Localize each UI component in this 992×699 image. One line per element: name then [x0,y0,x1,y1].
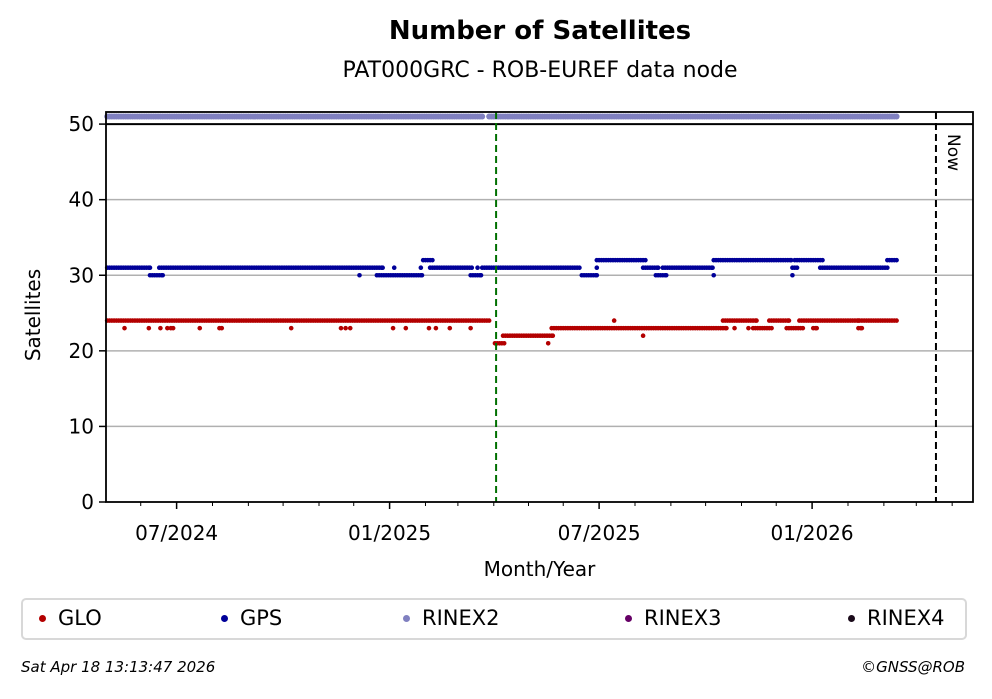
x-axis-label: Month/Year [484,557,597,581]
data-point-glo [550,333,556,339]
credit: ©GNSS@ROB [861,658,965,676]
data-point-gps [655,265,661,270]
data-point-gps [380,265,385,270]
x-tick-label: 07/2024 [135,521,218,545]
data-point-glo [611,318,617,323]
legend-item-rinex3: RINEX3 [625,606,722,630]
data-point-glo [347,325,353,331]
data-point-gps [469,265,475,270]
data-point-glo [800,325,806,331]
data-point-gps [894,257,899,263]
data-point-gps [794,265,800,270]
data-point-glo [146,325,152,331]
data-point-gps [711,272,717,278]
axes-frame [105,111,974,503]
y-tick-label: 0 [81,490,94,514]
data-point-glo [338,325,344,331]
x-tick-label: 01/2026 [771,521,854,545]
y-tick-label: 10 [69,414,94,438]
data-point-gps [478,272,484,278]
data-point-glo [390,325,396,331]
data-point-glo [165,325,170,331]
chart-title: Number of Satellites [388,16,692,46]
data-point-glo [170,325,176,331]
data-point-glo [786,318,792,323]
timestamp: Sat Apr 18 13:13:47 2026 [21,658,216,676]
y-tick-label: 30 [69,263,94,287]
data-point-rinex2 [893,113,900,120]
data-point-rinex2 [479,113,486,120]
x-tick-label: 01/2025 [348,521,431,545]
legend-label: GLO [58,606,102,630]
y-tick-label: 50 [69,112,94,136]
legend-marker [403,614,410,622]
legend-label: RINEX3 [644,606,722,630]
data-point-glo [403,325,409,331]
data-point-glo [447,325,453,331]
data-point-glo [545,340,551,346]
data-point-glo [426,325,432,331]
data-point-glo [732,325,737,331]
data-point-glo [769,325,774,331]
legend-item-rinex4: RINEX4 [848,606,945,630]
data-point-glo [640,333,646,339]
data-point-gps [577,265,582,270]
data-point-glo [814,325,820,331]
data-point-glo [894,318,899,323]
legend: GLO GPS RINEX2 RINEX3 RINEX4 [21,598,967,640]
legend-item-glo: GLO [39,606,102,630]
data-point-gps [160,272,166,278]
legend-label: GPS [240,606,283,630]
data-point-glo [746,325,751,331]
data-point-glo [433,325,439,331]
data-point-gps [710,265,715,270]
data-point-gps [357,272,362,278]
data-point-glo [197,325,203,331]
y-tick-label: 40 [69,188,94,212]
data-point-glo [219,325,225,331]
data-point-gps [788,257,794,263]
legend-item-gps: GPS [221,606,282,630]
data-point-glo [501,340,507,346]
data-point-gps [418,265,424,270]
legend-label: RINEX2 [422,606,500,630]
data-point-glo [486,318,492,323]
legend-marker [221,614,228,622]
data-point-glo [122,325,127,331]
data-point-glo [754,318,759,323]
data-point-gps [475,265,480,270]
now-label: Now [943,134,963,171]
data-point-glo [158,325,163,331]
legend-marker [848,614,855,622]
data-point-glo [343,325,348,331]
data-point-gps [643,257,648,263]
data-point-gps [419,272,425,278]
chart-subtitle: PAT000GRC - ROB-EUREF data node [342,58,738,83]
data-point-gps [790,272,795,278]
data-point-gps [594,272,600,278]
data-point-gps [147,265,153,270]
data-point-gps [391,265,397,270]
data-point-glo [288,325,294,331]
legend-marker [39,614,46,622]
data-point-gps [430,257,435,263]
x-tick-label: 07/2025 [558,521,641,545]
y-axis-label: Satellites [21,269,45,361]
y-tick-label: 20 [69,339,94,363]
data-point-gps [663,272,669,278]
data-point-glo [724,325,729,331]
data-point-glo [859,325,865,331]
data-point-gps [820,257,825,263]
legend-item-rinex2: RINEX2 [403,606,500,630]
data-point-gps [594,265,600,270]
data-point-gps [885,265,890,270]
legend-label: RINEX4 [867,606,945,630]
legend-marker [625,614,632,622]
data-point-glo [468,325,473,331]
